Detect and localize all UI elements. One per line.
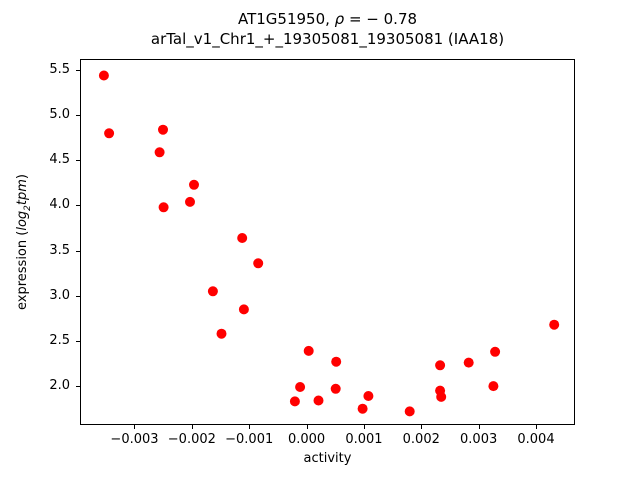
- data-point: [295, 382, 306, 392]
- y-tick-label: 3.5: [49, 242, 70, 258]
- data-point: [463, 357, 474, 368]
- data-point: [404, 406, 415, 417]
- x-tick-label: 0.000: [287, 432, 326, 447]
- data-point: [216, 328, 227, 339]
- data-point: [253, 258, 264, 269]
- y-tick-label: 4.5: [49, 152, 70, 168]
- x-tick-mark: [421, 425, 423, 429]
- data-point: [363, 391, 374, 401]
- data-point: [289, 396, 300, 407]
- y-tick-label: 5.0: [49, 107, 70, 123]
- x-tick-label: −0.001: [225, 432, 274, 447]
- y-tick-label: 5.5: [49, 62, 70, 77]
- x-tick-label: 0.001: [345, 432, 383, 447]
- y-tick-label: 2.5: [49, 332, 70, 348]
- data-point: [158, 202, 169, 213]
- y-tick-label: 3.0: [49, 287, 70, 303]
- y-tick-mark: [76, 295, 80, 297]
- title-gene-id: AT1G51950,: [237, 10, 335, 28]
- x-tick-mark: [134, 425, 136, 429]
- data-point: [549, 319, 560, 330]
- y-tick-mark: [76, 160, 80, 162]
- data-point: [237, 233, 248, 243]
- y-axis-label: expression (log2tpm): [15, 174, 33, 310]
- y-tick-label: 4.0: [49, 197, 70, 213]
- data-point: [331, 356, 342, 367]
- data-point: [490, 346, 501, 357]
- data-point: [488, 381, 499, 392]
- x-tick-label: −0.002: [167, 432, 216, 447]
- data-point: [238, 304, 249, 315]
- chart-title: AT1G51950, ρ = − 0.78 arTal_v1_Chr1_+_19…: [80, 9, 575, 49]
- y-tick-mark: [76, 250, 80, 252]
- rho-symbol: ρ: [334, 10, 345, 28]
- y-tick-label: 2.0: [49, 377, 70, 393]
- y-tick-mark: [76, 205, 80, 207]
- chart-title-line2: arTal_v1_Chr1_+_19305081_19305081 (IAA18…: [150, 30, 505, 48]
- plot-area: [80, 59, 575, 425]
- y-axis-label-subscript: 2: [22, 205, 33, 211]
- data-point: [330, 383, 341, 394]
- x-axis-label: activity: [303, 451, 352, 466]
- x-tick-mark: [191, 425, 193, 429]
- data-point: [189, 179, 199, 190]
- data-point: [154, 147, 165, 158]
- data-point: [185, 196, 195, 207]
- data-point: [98, 70, 109, 81]
- data-point: [436, 391, 447, 402]
- x-tick-label: 0.002: [402, 432, 440, 447]
- data-point: [303, 345, 314, 356]
- data-points-layer: [98, 70, 560, 417]
- data-point: [435, 360, 446, 371]
- x-tick-label: 0.004: [517, 432, 555, 447]
- data-point: [207, 286, 218, 297]
- x-tick-label: 0.003: [460, 432, 498, 447]
- y-axis-label-suffix: ): [15, 174, 31, 180]
- x-tick-mark: [363, 425, 365, 429]
- y-tick-mark: [76, 70, 80, 71]
- x-tick-mark: [249, 425, 251, 429]
- data-point: [313, 395, 324, 406]
- x-tick-mark: [306, 425, 308, 429]
- x-tick-label: −0.003: [110, 432, 159, 447]
- rho-value: = − 0.78: [344, 10, 418, 28]
- y-axis-label-log: log: [15, 210, 31, 231]
- y-axis-label-prefix: expression (: [15, 230, 31, 310]
- data-point: [158, 124, 168, 135]
- y-axis-label-unit: tpm: [15, 179, 31, 206]
- data-point: [104, 128, 115, 139]
- x-tick-mark: [478, 425, 480, 429]
- chart-title-line1: AT1G51950, ρ = − 0.78: [80, 9, 575, 29]
- x-tick-mark: [535, 425, 537, 429]
- data-point: [357, 403, 368, 414]
- y-tick-mark: [76, 385, 80, 387]
- y-tick-mark: [76, 115, 80, 117]
- y-tick-mark: [76, 340, 80, 342]
